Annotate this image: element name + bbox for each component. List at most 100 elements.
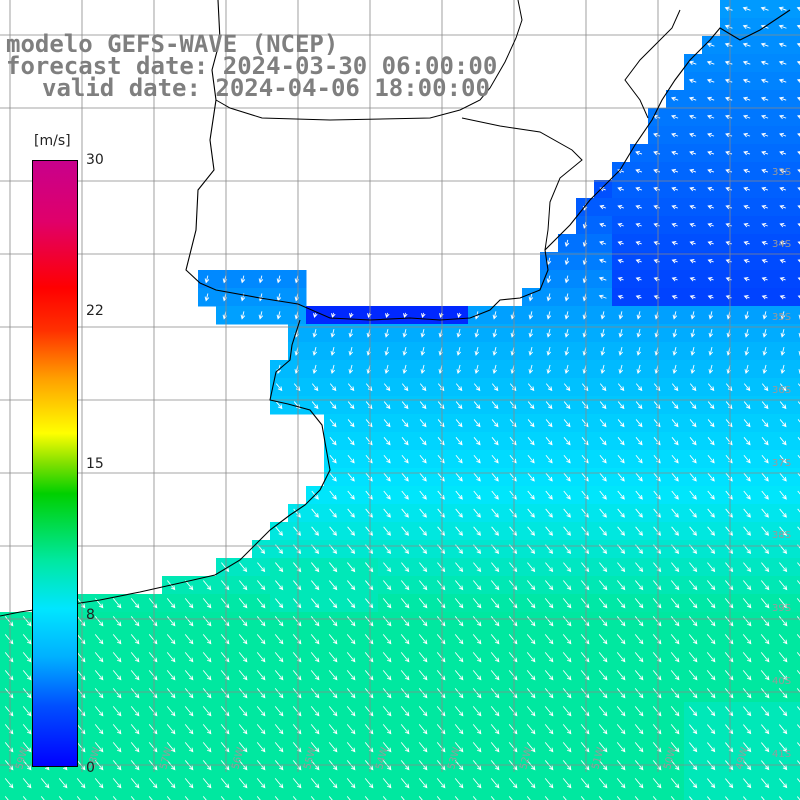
wind-arrow	[796, 688, 800, 693]
wind-arrow	[202, 796, 207, 800]
wind-arrow	[94, 724, 104, 735]
wind-arrow	[383, 508, 391, 518]
wind-arrow	[490, 598, 500, 609]
wind-arrow	[707, 383, 715, 392]
wind-arrow	[599, 454, 607, 464]
wind-arrow	[329, 526, 338, 536]
wind-arrow	[760, 580, 770, 591]
wind-arrow	[670, 634, 680, 645]
wind-arrow	[112, 634, 122, 645]
wind-arrow	[437, 383, 445, 392]
wind-arrow	[346, 724, 356, 735]
wind-arrow	[598, 796, 603, 800]
wind-arrow	[419, 508, 427, 518]
wind-arrow	[563, 437, 571, 446]
wind-arrow	[544, 634, 554, 645]
wind-arrow	[653, 437, 661, 446]
wind-arrow	[635, 401, 643, 410]
wind-arrow	[707, 419, 715, 428]
wind-arrow	[474, 329, 480, 338]
wind-arrow	[4, 796, 9, 800]
wind-arrow	[689, 204, 696, 210]
wind-arrow	[184, 706, 194, 717]
wind-arrow	[473, 508, 481, 518]
wind-arrow	[455, 419, 463, 428]
wind-arrow	[689, 168, 697, 174]
wind-arrow	[274, 580, 284, 591]
wind-arrow	[544, 688, 554, 699]
wind-arrow	[166, 688, 176, 699]
wind-arrow	[274, 742, 284, 753]
model-title: modelo GEFS-WAVE (NCEP)	[6, 30, 339, 58]
wind-arrow	[382, 724, 392, 735]
river-border	[215, 0, 523, 121]
wind-arrow	[617, 186, 625, 192]
wind-arrow	[490, 580, 500, 591]
wind-arrow	[258, 311, 264, 320]
wind-arrow	[257, 562, 266, 573]
wind-arrow	[328, 634, 338, 645]
wind-arrow	[472, 652, 482, 663]
wind-arrow	[779, 204, 786, 210]
wind-arrow	[616, 724, 626, 735]
wind-arrow	[472, 634, 482, 645]
wind-arrow	[383, 383, 391, 392]
wind-arrow	[778, 670, 788, 681]
wind-arrow	[419, 454, 427, 464]
wind-arrow	[706, 724, 716, 735]
wind-arrow	[779, 401, 787, 410]
wind-arrow	[527, 562, 536, 573]
wind-arrow	[725, 132, 733, 138]
wind-arrow	[526, 598, 536, 609]
wind-arrow	[402, 329, 408, 338]
wind-arrow	[401, 454, 409, 464]
wind-arrow	[743, 419, 751, 428]
wind-arrow	[346, 778, 356, 789]
wind-arrow	[400, 796, 405, 800]
wind-speed-cell	[486, 792, 505, 800]
wind-arrow	[635, 472, 643, 482]
wind-arrow	[238, 652, 248, 663]
wind-arrow	[400, 634, 410, 645]
wind-arrow	[491, 508, 499, 518]
wind-arrow	[634, 616, 644, 627]
wind-arrow	[437, 437, 445, 446]
wind-arrow	[616, 670, 626, 681]
wind-arrow	[617, 472, 625, 482]
wind-arrow	[562, 670, 572, 681]
wind-arrow	[365, 401, 373, 410]
wind-arrow	[617, 526, 626, 536]
wind-arrow	[724, 24, 733, 30]
wind-arrow	[22, 778, 32, 789]
wind-speed-cell	[774, 792, 793, 800]
wind-arrow	[419, 562, 428, 573]
wind-speed-cell	[792, 720, 800, 739]
wind-arrow	[742, 96, 751, 102]
wind-arrow	[743, 204, 750, 210]
wind-arrow	[778, 598, 788, 609]
wind-arrow	[635, 383, 643, 392]
wind-speed-cell	[792, 792, 800, 800]
wind-arrow	[473, 437, 481, 446]
wind-arrow	[256, 706, 266, 717]
wind-arrow	[636, 346, 642, 356]
wind-arrow	[220, 796, 225, 800]
wind-arrow	[365, 437, 373, 446]
wind-arrow	[636, 311, 642, 320]
wind-arrow	[420, 329, 426, 338]
wind-arrow	[707, 295, 714, 300]
wind-arrow	[708, 329, 714, 338]
wind-arrow	[508, 778, 518, 789]
wind-arrow	[509, 383, 517, 392]
wind-arrow	[545, 437, 553, 446]
wind-arrow	[671, 401, 679, 410]
wind-speed-cell	[396, 792, 415, 800]
wind-arrow	[581, 419, 589, 428]
wind-arrow	[94, 652, 104, 663]
wind-arrow	[761, 295, 768, 300]
wind-arrow	[546, 364, 552, 374]
wind-arrow	[22, 724, 32, 735]
wind-arrow	[454, 688, 464, 699]
wind-arrow	[742, 688, 752, 699]
wind-speed-cell	[792, 18, 800, 37]
